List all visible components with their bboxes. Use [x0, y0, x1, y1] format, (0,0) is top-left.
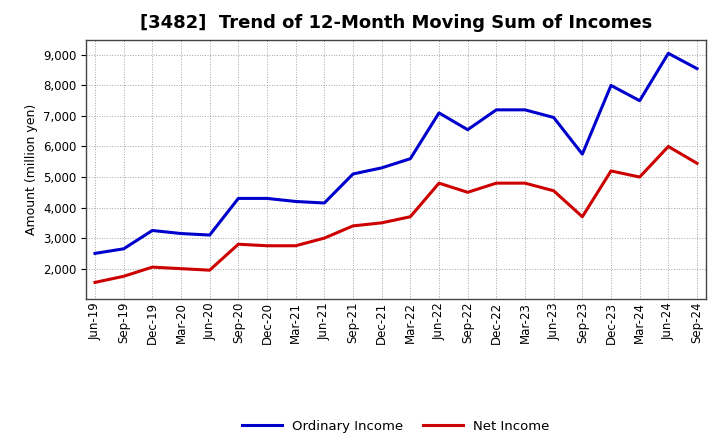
Legend: Ordinary Income, Net Income: Ordinary Income, Net Income: [237, 415, 555, 438]
Net Income: [377, 220, 386, 225]
Ordinary Income: [578, 151, 587, 157]
Line: Ordinary Income: Ordinary Income: [95, 53, 697, 253]
Net Income: [492, 180, 500, 186]
Net Income: [607, 168, 616, 173]
Net Income: [348, 223, 357, 228]
Ordinary Income: [205, 232, 214, 238]
Net Income: [320, 235, 328, 241]
Net Income: [693, 161, 701, 166]
Net Income: [435, 180, 444, 186]
Ordinary Income: [492, 107, 500, 113]
Net Income: [664, 144, 672, 149]
Ordinary Income: [263, 196, 271, 201]
Ordinary Income: [91, 251, 99, 256]
Ordinary Income: [148, 228, 157, 233]
Ordinary Income: [693, 66, 701, 71]
Net Income: [120, 274, 128, 279]
Ordinary Income: [664, 51, 672, 56]
Ordinary Income: [292, 199, 300, 204]
Net Income: [148, 264, 157, 270]
Ordinary Income: [348, 171, 357, 176]
Ordinary Income: [549, 115, 558, 120]
Ordinary Income: [435, 110, 444, 116]
Net Income: [263, 243, 271, 249]
Net Income: [578, 214, 587, 220]
Ordinary Income: [320, 200, 328, 205]
Ordinary Income: [234, 196, 243, 201]
Y-axis label: Amount (million yen): Amount (million yen): [24, 104, 37, 235]
Net Income: [176, 266, 185, 271]
Net Income: [292, 243, 300, 249]
Ordinary Income: [521, 107, 529, 113]
Ordinary Income: [635, 98, 644, 103]
Ordinary Income: [120, 246, 128, 251]
Line: Net Income: Net Income: [95, 147, 697, 282]
Ordinary Income: [406, 156, 415, 161]
Net Income: [635, 174, 644, 180]
Net Income: [91, 280, 99, 285]
Ordinary Income: [176, 231, 185, 236]
Title: [3482]  Trend of 12-Month Moving Sum of Incomes: [3482] Trend of 12-Month Moving Sum of I…: [140, 15, 652, 33]
Net Income: [205, 268, 214, 273]
Net Income: [406, 214, 415, 220]
Ordinary Income: [464, 127, 472, 132]
Net Income: [521, 180, 529, 186]
Net Income: [234, 242, 243, 247]
Net Income: [549, 188, 558, 194]
Ordinary Income: [607, 83, 616, 88]
Ordinary Income: [377, 165, 386, 171]
Net Income: [464, 190, 472, 195]
